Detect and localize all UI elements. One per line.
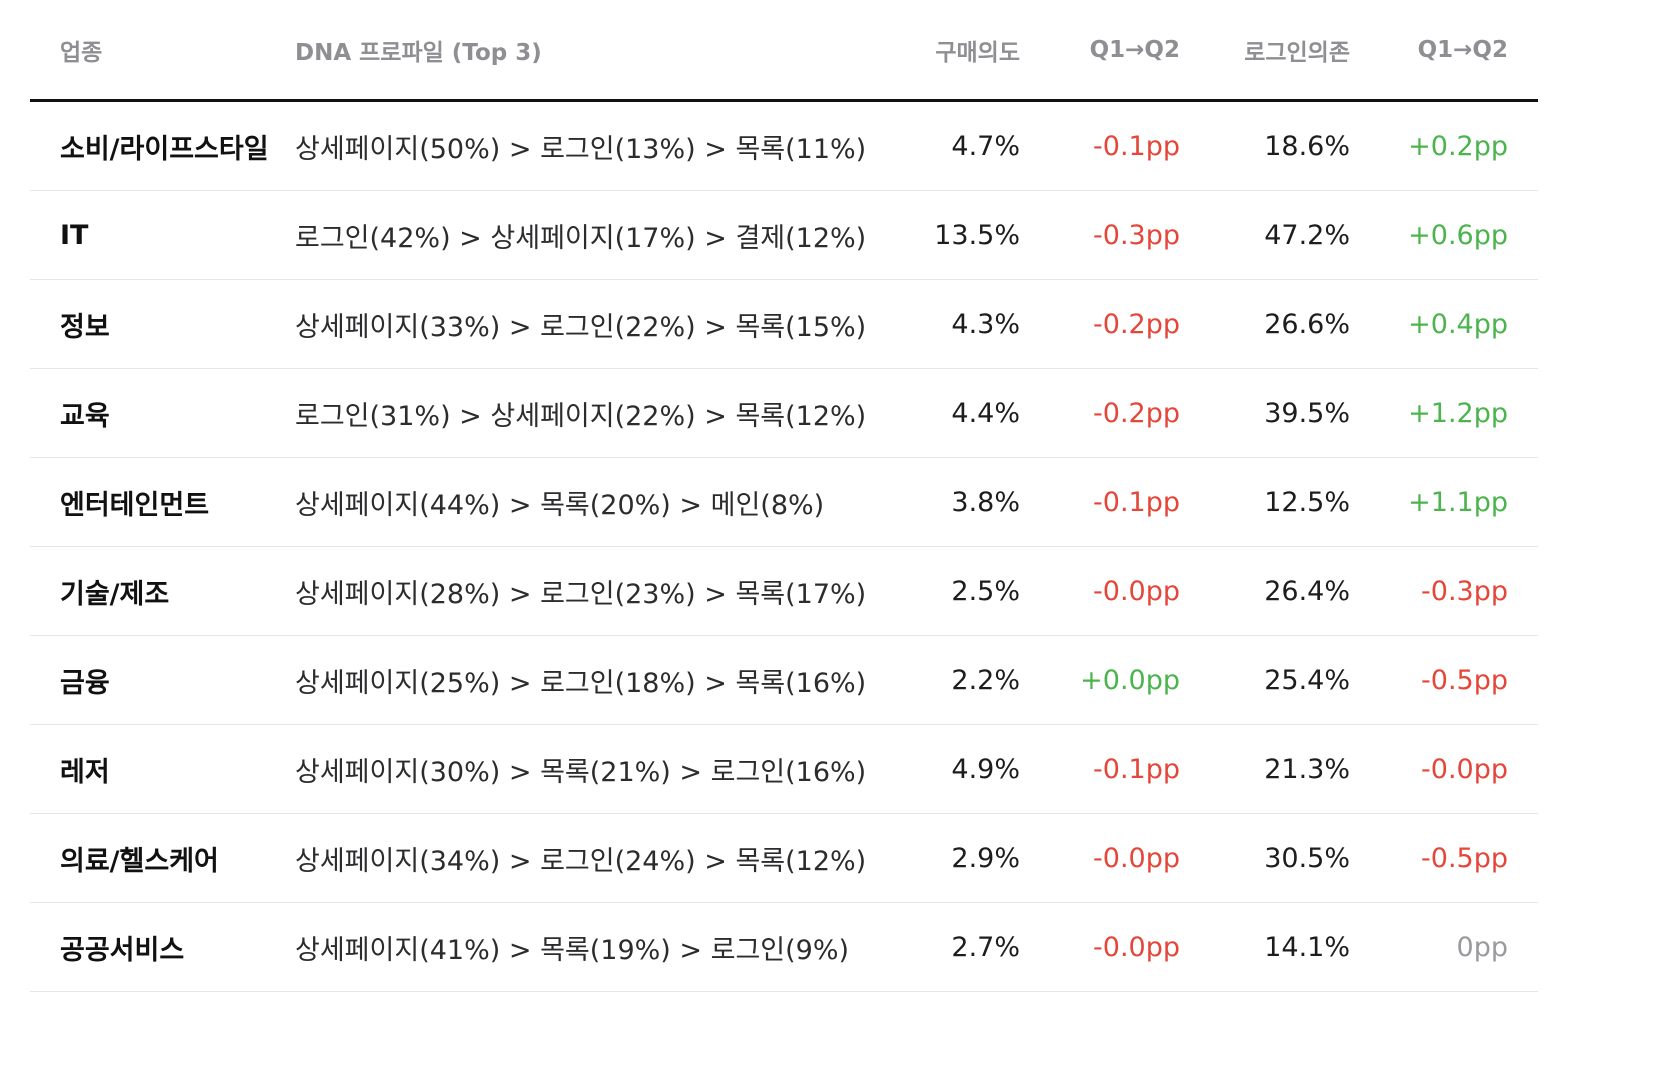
dna-profile-cell: 상세페이지(28%) > 로그인(23%) > 목록(17%) [295,546,880,636]
purchase-change-cell: -0.1pp [1020,457,1180,547]
dna-profile-cell: 상세페이지(34%) > 로그인(24%) > 목록(12%) [295,813,880,903]
login-dependency-cell: 30.5% [1180,813,1350,903]
login-dependency-cell: 39.5% [1180,368,1350,458]
purchase-intent-cell: 2.7% [880,902,1020,992]
purchase-change-cell: -0.2pp [1020,279,1180,369]
login-dependency-cell: 26.4% [1180,546,1350,636]
purchase-intent-cell: 2.9% [880,813,1020,903]
header-purchase-change: Q1→Q2 [1020,0,1180,102]
header-industry: 업종 [30,0,295,102]
table-row: 정보 상세페이지(33%) > 로그인(22%) > 목록(15%) 4.3% -0.… [30,279,1538,369]
dna-profile-cell: 상세페이지(25%) > 로그인(18%) > 목록(16%) [295,635,880,725]
table-header: 업종 DNA 프로파일 (Top 3) 구매의도 Q1→Q2 로그인의존 Q1→… [30,0,1538,102]
industry-dna-table-container: 업종 DNA 프로파일 (Top 3) 구매의도 Q1→Q2 로그인의존 Q1→… [30,0,1538,992]
industry-dna-table: 업종 DNA 프로파일 (Top 3) 구매의도 Q1→Q2 로그인의존 Q1→… [30,0,1538,992]
purchase-change-cell: -0.1pp [1020,100,1180,191]
login-change-cell: 0pp [1350,902,1538,992]
purchase-intent-cell: 4.7% [880,100,1020,191]
table-row: 공공서비스 상세페이지(41%) > 목록(19%) > 로그인(9%) 2.7% -… [30,902,1538,992]
header-row: 업종 DNA 프로파일 (Top 3) 구매의도 Q1→Q2 로그인의존 Q1→… [30,0,1538,102]
login-change-cell: -0.3pp [1350,546,1538,636]
table-row: 엔터테인먼트 상세페이지(44%) > 목록(20%) > 메인(8%) 3.8% -… [30,457,1538,547]
table-row: 금융 상세페이지(25%) > 로그인(18%) > 목록(16%) 2.2% +0.… [30,635,1538,725]
purchase-intent-cell: 4.3% [880,279,1020,369]
login-change-cell: +0.6pp [1350,190,1538,280]
purchase-change-cell: -0.3pp [1020,190,1180,280]
header-purchase-intent: 구매의도 [880,0,1020,102]
login-change-cell: -0.0pp [1350,724,1538,814]
purchase-intent-cell: 13.5% [880,190,1020,280]
purchase-change-cell: -0.0pp [1020,902,1180,992]
table-row: IT 로그인(42%) > 상세페이지(17%) > 결제(12%) 13.5% -0… [30,190,1538,280]
login-change-cell: -0.5pp [1350,635,1538,725]
login-dependency-cell: 47.2% [1180,190,1350,280]
purchase-change-cell: -0.0pp [1020,813,1180,903]
industry-cell: 정보 [30,279,295,369]
login-change-cell: +0.2pp [1350,100,1538,191]
login-dependency-cell: 12.5% [1180,457,1350,547]
purchase-intent-cell: 4.9% [880,724,1020,814]
purchase-change-cell: -0.1pp [1020,724,1180,814]
dna-profile-cell: 상세페이지(33%) > 로그인(22%) > 목록(15%) [295,279,880,369]
table-row: 교육 로그인(31%) > 상세페이지(22%) > 목록(12%) 4.4% -0.… [30,368,1538,458]
login-change-cell: -0.5pp [1350,813,1538,903]
table-row: 의료/헬스케어 상세페이지(34%) > 로그인(24%) > 목록(12%) 2.… [30,813,1538,903]
header-login-change: Q1→Q2 [1350,0,1538,102]
dna-profile-cell: 상세페이지(44%) > 목록(20%) > 메인(8%) [295,457,880,547]
dna-profile-cell: 상세페이지(30%) > 목록(21%) > 로그인(16%) [295,724,880,814]
table-row: 레저 상세페이지(30%) > 목록(21%) > 로그인(16%) 4.9% -0.… [30,724,1538,814]
industry-cell: 금융 [30,635,295,725]
dna-profile-cell: 상세페이지(41%) > 목록(19%) > 로그인(9%) [295,902,880,992]
login-dependency-cell: 25.4% [1180,635,1350,725]
header-dna-profile: DNA 프로파일 (Top 3) [295,0,880,102]
industry-cell: 레저 [30,724,295,814]
purchase-change-cell: -0.0pp [1020,546,1180,636]
table-row: 기술/제조 상세페이지(28%) > 로그인(23%) > 목록(17%) 2.5%… [30,546,1538,636]
purchase-intent-cell: 2.5% [880,546,1020,636]
header-login-dependency: 로그인의존 [1180,0,1350,102]
industry-cell: 소비/라이프스타일 [30,100,295,191]
industry-cell: 공공서비스 [30,902,295,992]
login-dependency-cell: 21.3% [1180,724,1350,814]
dna-profile-cell: 로그인(31%) > 상세페이지(22%) > 목록(12%) [295,368,880,458]
purchase-change-cell: -0.2pp [1020,368,1180,458]
industry-cell: IT [30,190,295,280]
login-change-cell: +1.2pp [1350,368,1538,458]
industry-cell: 기술/제조 [30,546,295,636]
purchase-change-cell: +0.0pp [1020,635,1180,725]
purchase-intent-cell: 3.8% [880,457,1020,547]
industry-cell: 의료/헬스케어 [30,813,295,903]
dna-profile-cell: 로그인(42%) > 상세페이지(17%) > 결제(12%) [295,190,880,280]
purchase-intent-cell: 2.2% [880,635,1020,725]
login-dependency-cell: 26.6% [1180,279,1350,369]
login-dependency-cell: 14.1% [1180,902,1350,992]
login-change-cell: +1.1pp [1350,457,1538,547]
industry-cell: 교육 [30,368,295,458]
login-change-cell: +0.4pp [1350,279,1538,369]
purchase-intent-cell: 4.4% [880,368,1020,458]
table-row: 소비/라이프스타일 상세페이지(50%) > 로그인(13%) > 목록(11%)… [30,100,1538,191]
table-body: 소비/라이프스타일 상세페이지(50%) > 로그인(13%) > 목록(11%)… [30,100,1538,992]
industry-cell: 엔터테인먼트 [30,457,295,547]
dna-profile-cell: 상세페이지(50%) > 로그인(13%) > 목록(11%) [295,100,880,191]
login-dependency-cell: 18.6% [1180,100,1350,191]
